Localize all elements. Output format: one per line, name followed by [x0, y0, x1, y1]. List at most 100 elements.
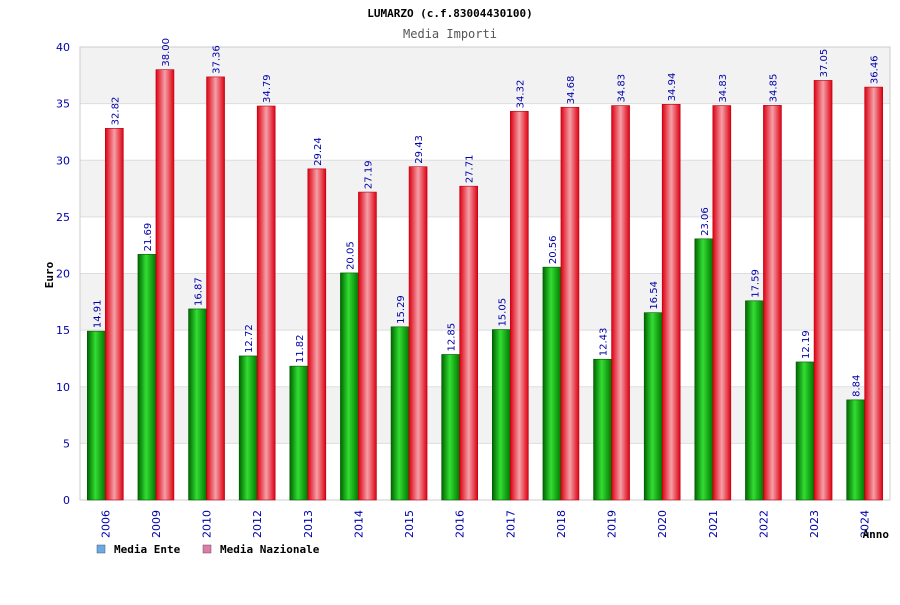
chart-title: LUMARZO (c.f.83004430100) [367, 7, 533, 20]
bar-media-nazionale [611, 105, 630, 501]
bar-media-nazionale [358, 191, 377, 501]
x-tick-label: 2023 [808, 510, 821, 538]
y-tick-label: 20 [56, 268, 70, 281]
y-ticks-group: 0 5 10 15 20 25 30 35 40 [56, 41, 70, 507]
bar-media-ente [390, 326, 410, 501]
bar-media-nazionale [459, 185, 478, 501]
data-label-media-ente: 11.82 [295, 334, 306, 363]
bar-media-ente [492, 329, 511, 501]
bar-media-ente [542, 266, 562, 501]
data-label-media-nazionale: 34.94 [667, 73, 678, 102]
legend-label-media-ente: Media Ente [114, 543, 181, 556]
data-label-media-ente: 12.43 [599, 328, 610, 357]
data-label-media-nazionale: 34.83 [718, 74, 729, 103]
y-tick-label: 25 [56, 211, 70, 224]
bars-group [87, 69, 883, 501]
y-tick-label: 30 [56, 154, 70, 167]
data-label-media-ente: 20.05 [345, 241, 356, 270]
data-label-media-nazionale: 34.83 [617, 74, 628, 103]
data-label-media-nazionale: 34.68 [566, 76, 577, 105]
x-tick-label: 2009 [150, 510, 163, 538]
bar-media-ente [188, 308, 207, 501]
data-label-media-nazionale: 38.00 [161, 38, 172, 67]
plot-border [79, 46, 891, 501]
y-tick-label: 10 [56, 381, 70, 394]
x-tick-label: 2022 [757, 510, 770, 538]
bar-media-nazionale [206, 76, 225, 501]
x-tick-label: 2014 [352, 510, 365, 538]
data-label-media-nazionale: 29.24 [313, 137, 324, 166]
bar-media-nazionale [712, 105, 732, 501]
x-tick-label: 2017 [504, 510, 517, 538]
y-tick-label: 15 [56, 324, 70, 337]
bar-media-nazionale [763, 105, 782, 501]
data-label-media-nazionale: 34.32 [515, 80, 526, 109]
bar-media-ente [694, 238, 714, 501]
bar-media-ente [340, 272, 359, 501]
x-tick-label: 2006 [99, 510, 112, 538]
chart-subtitle: Media Importi [403, 27, 497, 41]
x-tick-label: 2010 [201, 510, 214, 538]
data-label-media-nazionale: 27.19 [363, 160, 374, 189]
data-labels-group: 14.91 32.82 21.69 38.00 16.87 37.36 12.72 34.79… [92, 38, 880, 397]
x-tick-label: 2016 [454, 510, 467, 538]
data-label-media-ente: 12.85 [447, 323, 458, 352]
bar-media-ente [643, 312, 663, 501]
bar-media-ente [87, 330, 106, 501]
bar-media-ente [441, 354, 460, 501]
bar-media-ente [745, 300, 764, 501]
bar-media-nazionale [155, 69, 175, 501]
data-label-media-ente: 14.91 [92, 300, 103, 329]
bar-media-nazionale [408, 166, 428, 501]
data-label-media-nazionale: 37.05 [819, 49, 830, 78]
bar-media-ente [593, 358, 612, 501]
x-ticks-group: 2006 2009 2010 2012 2013 2014 2015 2016 2017 2018… [99, 510, 871, 538]
y-axis-label: Euro [43, 261, 56, 288]
x-tick-label: 2015 [403, 510, 416, 538]
data-label-media-nazionale: 34.85 [768, 74, 779, 103]
x-tick-label: 2012 [251, 510, 264, 538]
data-label-media-ente: 21.69 [143, 223, 154, 252]
legend-label-media-nazionale: Media Nazionale [220, 543, 320, 556]
data-label-media-nazionale: 29.43 [414, 135, 425, 164]
bar-media-ente [289, 365, 309, 501]
x-tick-label: 2024 [859, 510, 872, 538]
bar-media-ente [238, 355, 258, 501]
data-label-media-nazionale: 36.46 [870, 55, 881, 84]
data-label-media-nazionale: 27.71 [465, 155, 476, 184]
data-label-media-nazionale: 37.36 [212, 45, 223, 74]
y-tick-label: 0 [63, 494, 70, 507]
data-label-media-ente: 15.29 [396, 295, 407, 324]
legend-swatch-media-nazionale [202, 544, 212, 554]
bar-media-nazionale [864, 86, 883, 501]
data-label-media-ente: 15.05 [497, 298, 508, 327]
y-tick-label: 40 [56, 41, 70, 54]
x-tick-label: 2019 [606, 510, 619, 538]
legend: Media Ente Media Nazionale [96, 543, 320, 556]
data-label-media-ente: 23.06 [700, 207, 711, 236]
bar-media-nazionale [105, 128, 124, 501]
y-tick-label: 5 [63, 437, 70, 450]
x-axis-label: Anno [863, 528, 890, 541]
bar-media-nazionale [560, 106, 580, 501]
data-label-media-ente: 16.87 [194, 277, 205, 306]
data-label-media-ente: 12.72 [244, 324, 255, 353]
bar-media-nazionale [813, 80, 833, 501]
x-tick-label: 2020 [656, 510, 669, 538]
data-label-media-ente: 20.56 [548, 236, 559, 265]
legend-swatch-media-ente [96, 544, 106, 554]
data-label-media-ente: 17.59 [750, 269, 761, 298]
data-label-media-ente: 8.84 [852, 375, 863, 397]
data-label-media-nazionale: 32.82 [110, 97, 121, 126]
x-tick-label: 2021 [707, 510, 720, 538]
x-tick-label: 2018 [555, 510, 568, 538]
x-tick-label: 2013 [302, 510, 315, 538]
data-label-media-nazionale: 34.79 [262, 74, 273, 103]
bar-media-nazionale [307, 168, 327, 501]
bar-media-nazionale [256, 105, 276, 501]
bar-media-ente [846, 399, 865, 501]
bar-media-nazionale [661, 104, 681, 501]
bar-media-nazionale [510, 111, 529, 501]
